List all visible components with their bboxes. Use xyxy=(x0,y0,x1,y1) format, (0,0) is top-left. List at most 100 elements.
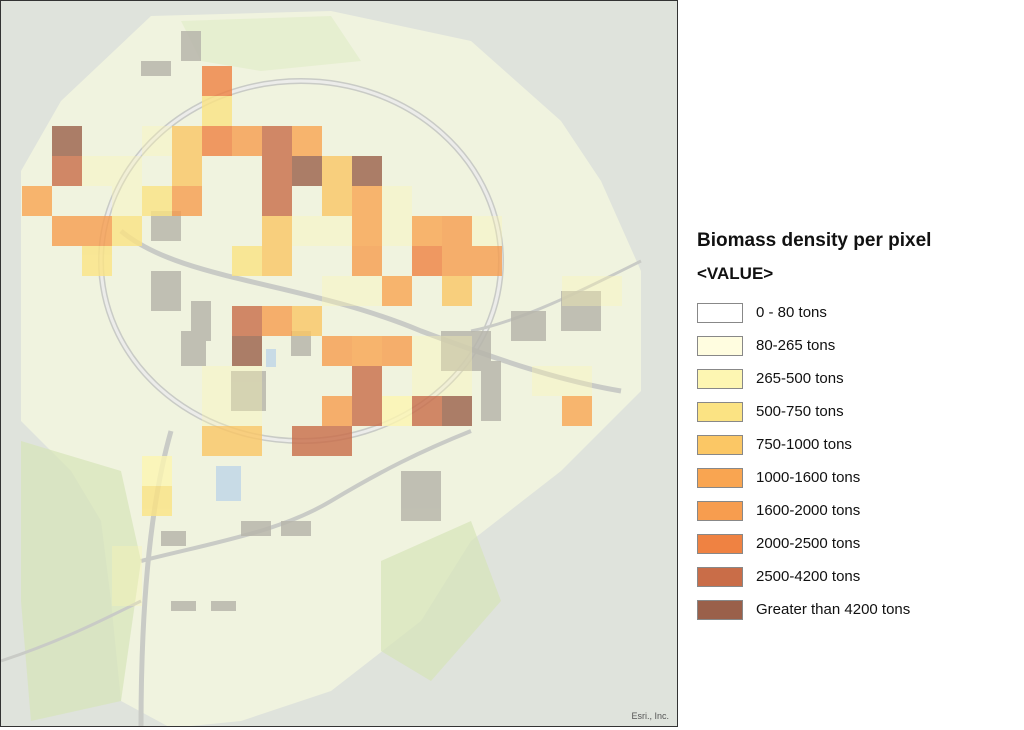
biomass-cell xyxy=(82,246,112,276)
biomass-cell xyxy=(472,246,502,276)
legend-label: 750-1000 tons xyxy=(756,436,852,453)
biomass-cell xyxy=(172,156,202,186)
water xyxy=(216,466,241,501)
legend-label: 1600-2000 tons xyxy=(756,502,861,519)
legend-label: 1000-1600 tons xyxy=(756,469,861,486)
biomass-cell xyxy=(322,336,352,366)
biomass-cell xyxy=(442,276,472,306)
legend-swatch xyxy=(697,401,743,422)
legend-swatch xyxy=(697,434,743,455)
biomass-cell xyxy=(352,246,382,276)
legend-label: 80-265 tons xyxy=(756,337,836,354)
legend-swatch xyxy=(697,335,743,356)
biomass-cell xyxy=(142,186,172,216)
legend-swatch xyxy=(697,500,743,521)
legend-label: Greater than 4200 tons xyxy=(756,601,911,618)
buildings xyxy=(141,31,601,611)
green-area xyxy=(181,16,361,71)
biomass-cell xyxy=(352,216,382,246)
biomass-cell xyxy=(232,306,262,336)
legend-item: 2500-4200 tons xyxy=(697,560,1017,593)
biomass-cell xyxy=(172,126,202,156)
biomass-cell xyxy=(352,186,382,216)
map-legend: Biomass density per pixel <VALUE> 0 - 80… xyxy=(697,230,1017,626)
building xyxy=(141,61,171,76)
biomass-cell xyxy=(202,96,232,126)
legend-label: 0 - 80 tons xyxy=(756,304,827,321)
biomass-cell xyxy=(292,126,322,156)
biomass-cell xyxy=(442,246,472,276)
biomass-cell xyxy=(412,246,442,276)
biomass-map xyxy=(1,1,677,726)
biomass-cell xyxy=(142,486,172,516)
building xyxy=(291,331,311,356)
biomass-cell xyxy=(232,126,262,156)
biomass-cell xyxy=(352,366,382,396)
biomass-cell xyxy=(382,276,412,306)
legend-field-label: <VALUE> xyxy=(697,264,774,283)
biomass-cell xyxy=(262,246,292,276)
biomass-cell xyxy=(232,426,262,456)
biomass-cell xyxy=(412,396,442,426)
legend-label: 500-750 tons xyxy=(756,403,844,420)
biomass-cell xyxy=(352,336,382,366)
biomass-cell xyxy=(22,186,52,216)
building xyxy=(401,471,441,521)
road xyxy=(470,259,642,333)
legend-label: 265-500 tons xyxy=(756,370,844,387)
biomass-cell xyxy=(82,216,112,246)
building xyxy=(281,521,311,536)
map-view[interactable]: Esri., Inc. xyxy=(0,0,678,727)
biomass-cell xyxy=(352,396,382,426)
legend-item: 750-1000 tons xyxy=(697,428,1017,461)
biomass-cell xyxy=(52,156,82,186)
biomass-cell xyxy=(322,396,352,426)
building xyxy=(171,601,196,611)
biomass-cell xyxy=(202,426,232,456)
biomass-raster-low xyxy=(82,126,622,606)
legend-label: 2500-4200 tons xyxy=(756,568,861,585)
legend-swatch xyxy=(697,533,743,554)
biomass-cell xyxy=(322,186,352,216)
road xyxy=(140,429,472,563)
legend-items: 0 - 80 tons 80-265 tons 265-500 tons 500-75… xyxy=(697,296,1017,626)
legend-swatch xyxy=(697,599,743,620)
legend-item: Greater than 4200 tons xyxy=(697,593,1017,626)
biomass-cell xyxy=(562,396,592,426)
legend-swatch xyxy=(697,566,743,587)
legend-swatch xyxy=(697,467,743,488)
biomass-cell xyxy=(292,156,322,186)
building xyxy=(561,291,601,331)
biomass-cell xyxy=(172,186,202,216)
legend-item: 1600-2000 tons xyxy=(697,494,1017,527)
building xyxy=(241,521,271,536)
biomass-cell xyxy=(442,216,472,246)
green-area xyxy=(381,521,501,681)
biomass-cell xyxy=(112,216,142,246)
biomass-raster xyxy=(22,66,592,516)
biomass-cell xyxy=(382,336,412,366)
building xyxy=(231,371,266,411)
biomass-cell xyxy=(322,426,352,456)
legend-swatch xyxy=(697,368,743,389)
building xyxy=(511,311,546,341)
building xyxy=(481,361,501,421)
biomass-cell xyxy=(232,246,262,276)
legend-item: 265-500 tons xyxy=(697,362,1017,395)
biomass-cell xyxy=(292,426,322,456)
legend-item: 2000-2500 tons xyxy=(697,527,1017,560)
biomass-cell xyxy=(142,456,172,486)
biomass-cell xyxy=(52,126,82,156)
biomass-cell xyxy=(262,156,292,186)
biomass-cell xyxy=(442,396,472,426)
legend-item: 1000-1600 tons xyxy=(697,461,1017,494)
legend-title: Biomass density per pixel xyxy=(697,230,932,251)
legend-swatch xyxy=(697,302,743,323)
biomass-cell xyxy=(262,306,292,336)
biomass-cell xyxy=(232,336,262,366)
legend-item: 0 - 80 tons xyxy=(697,296,1017,329)
biomass-cell xyxy=(292,306,322,336)
road xyxy=(119,229,622,394)
legend-item: 500-750 tons xyxy=(697,395,1017,428)
water xyxy=(266,349,276,367)
